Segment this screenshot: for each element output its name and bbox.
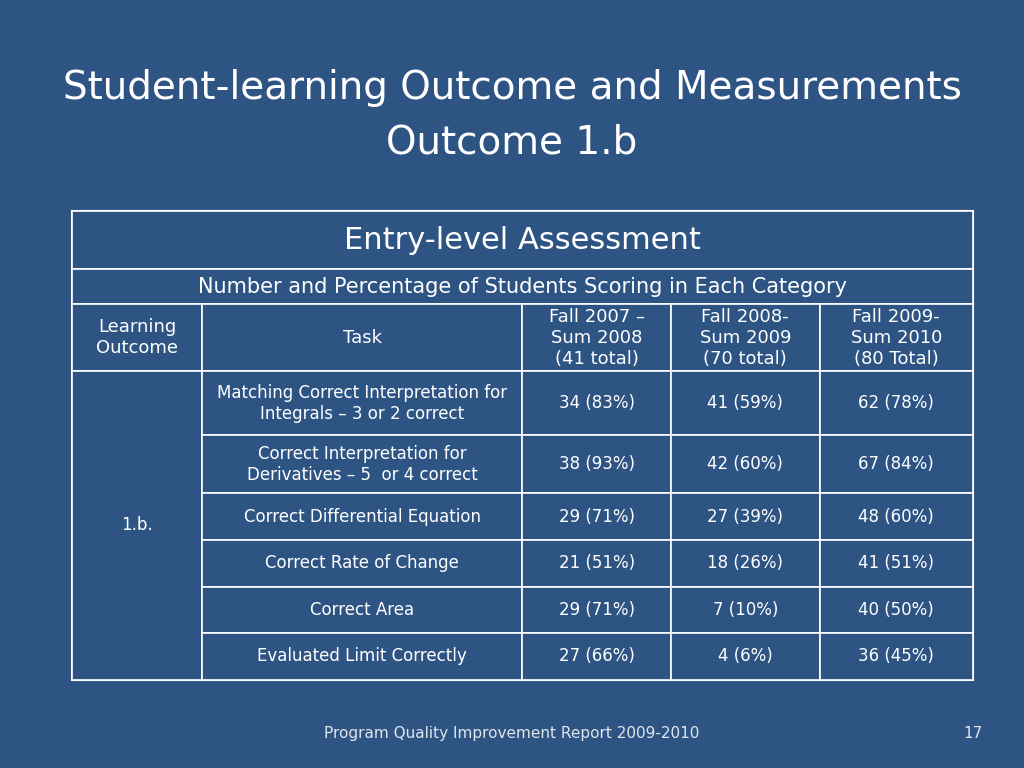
Text: Correct Area: Correct Area <box>310 601 415 619</box>
Text: Program Quality Improvement Report 2009-2010: Program Quality Improvement Report 2009-… <box>325 726 699 741</box>
Text: Matching Correct Interpretation for
Integrals – 3 or 2 correct: Matching Correct Interpretation for Inte… <box>217 384 507 422</box>
Text: 41 (51%): 41 (51%) <box>858 554 934 572</box>
Text: 18 (26%): 18 (26%) <box>708 554 783 572</box>
Text: 17: 17 <box>964 726 983 741</box>
Text: 62 (78%): 62 (78%) <box>858 394 934 412</box>
Text: 29 (71%): 29 (71%) <box>558 601 635 619</box>
Text: 4 (6%): 4 (6%) <box>718 647 773 665</box>
Text: Entry-level Assessment: Entry-level Assessment <box>344 226 700 255</box>
Text: Number and Percentage of Students Scoring in Each Category: Number and Percentage of Students Scorin… <box>198 276 847 297</box>
Text: 29 (71%): 29 (71%) <box>558 508 635 526</box>
Text: Task: Task <box>343 329 382 347</box>
Text: 67 (84%): 67 (84%) <box>858 455 934 473</box>
Text: Correct Interpretation for
Derivatives – 5  or 4 correct: Correct Interpretation for Derivatives –… <box>247 445 477 484</box>
Text: 1.b.: 1.b. <box>121 516 153 535</box>
Text: Correct Differential Equation: Correct Differential Equation <box>244 508 481 526</box>
Text: Fall 2008-
Sum 2009
(70 total): Fall 2008- Sum 2009 (70 total) <box>699 308 791 368</box>
Text: Correct Rate of Change: Correct Rate of Change <box>265 554 459 572</box>
Text: Fall 2007 –
Sum 2008
(41 total): Fall 2007 – Sum 2008 (41 total) <box>549 308 644 368</box>
Text: Fall 2009-
Sum 2010
(80 Total): Fall 2009- Sum 2010 (80 Total) <box>851 308 942 368</box>
Text: 27 (66%): 27 (66%) <box>559 647 635 665</box>
Text: 40 (50%): 40 (50%) <box>858 601 934 619</box>
Text: 41 (59%): 41 (59%) <box>708 394 783 412</box>
Text: Learning
Outcome: Learning Outcome <box>96 319 178 357</box>
Text: 38 (93%): 38 (93%) <box>558 455 635 473</box>
Text: Student-learning Outcome and Measurements: Student-learning Outcome and Measurement… <box>62 69 962 108</box>
Text: 36 (45%): 36 (45%) <box>858 647 934 665</box>
Text: Outcome 1.b: Outcome 1.b <box>386 123 638 161</box>
Text: 27 (39%): 27 (39%) <box>708 508 783 526</box>
Text: 7 (10%): 7 (10%) <box>713 601 778 619</box>
Text: 42 (60%): 42 (60%) <box>708 455 783 473</box>
Text: 21 (51%): 21 (51%) <box>558 554 635 572</box>
Text: Evaluated Limit Correctly: Evaluated Limit Correctly <box>257 647 467 665</box>
Text: 34 (83%): 34 (83%) <box>558 394 635 412</box>
Text: 48 (60%): 48 (60%) <box>858 508 934 526</box>
